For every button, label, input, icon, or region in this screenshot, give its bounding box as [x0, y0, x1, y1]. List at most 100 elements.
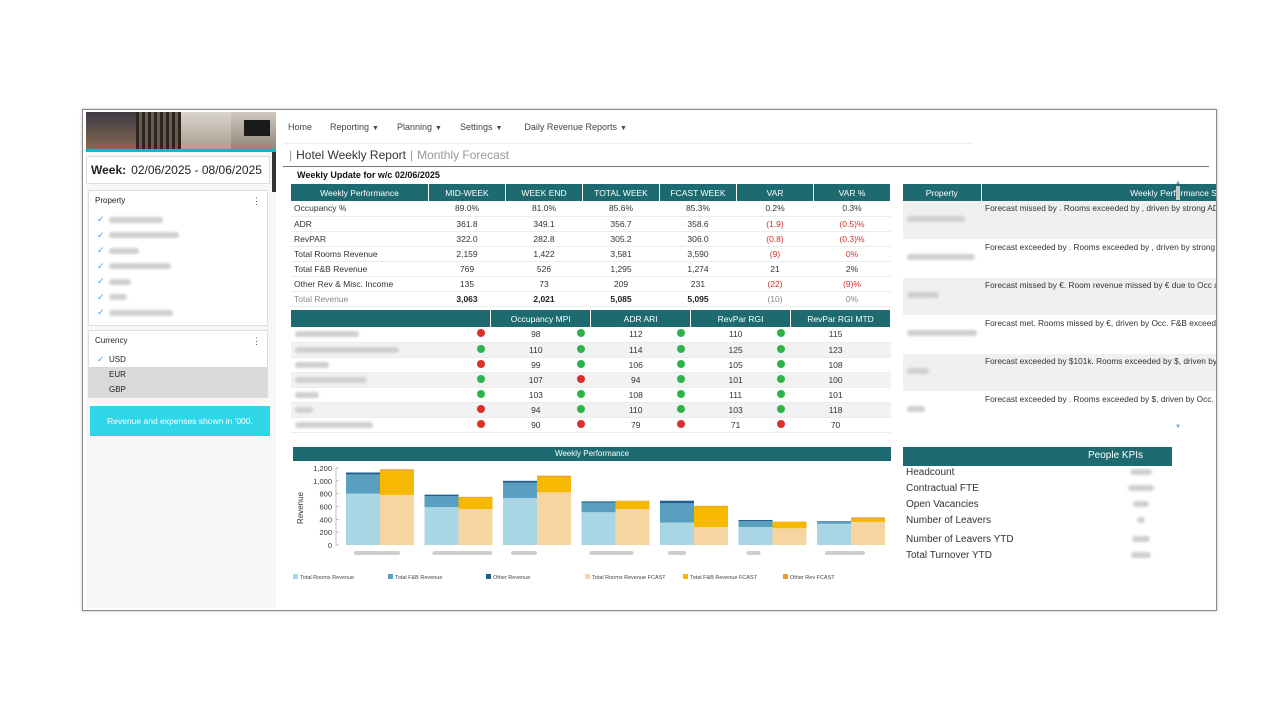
property-name-redacted: [291, 372, 491, 388]
people-kpi-row: Number of Leavers: [906, 515, 1171, 526]
table-cell: 0.3%: [813, 201, 891, 217]
bar-actual-rooms: [660, 522, 694, 545]
legend-swatch: [783, 574, 788, 579]
bar-actual-rooms: [738, 527, 773, 545]
status-dot-icon: [476, 389, 485, 398]
status-dot-icon: [776, 359, 785, 368]
bar-forecast-other: [537, 475, 571, 477]
dashboard-window: Week: 02/06/2025 - 08/06/2025 Property ⋮ ✓…: [82, 109, 1217, 611]
summary-text: Forecast exceeded by $101k. Rooms exceed…: [981, 353, 1216, 392]
week-range: 02/06/2025 - 08/06/2025: [131, 163, 262, 177]
property-name-redacted: [903, 239, 981, 278]
status-dot-icon: [776, 344, 785, 353]
column-header: Weekly Performance Summary: [981, 184, 1216, 201]
nav-settings[interactable]: Settings ▼: [459, 122, 503, 132]
caret-down-icon: ▼: [619, 125, 627, 132]
bar-actual-rooms: [817, 523, 851, 545]
column-header: [291, 310, 492, 327]
index-cell: 94: [576, 372, 691, 388]
nav-daily-revenue-reports[interactable]: Daily Revenue Reports ▼: [524, 122, 627, 132]
status-dot-icon: [676, 419, 685, 428]
summary-text: Forecast missed by €. Room revenue misse…: [981, 277, 1216, 316]
table-row: RevPAR 322.0 282.8 305.2 306.0 (0.8) (0.3)%: [291, 231, 891, 247]
table-cell: 209: [582, 276, 660, 292]
tab-hotel-weekly-report[interactable]: Hotel Weekly Report: [296, 148, 406, 162]
property-option[interactable]: ✓: [89, 290, 267, 306]
property-option[interactable]: ✓: [89, 228, 267, 244]
property-option[interactable]: ✓: [89, 243, 267, 259]
check-icon: ✓: [97, 307, 105, 318]
week-selector[interactable]: Week: 02/06/2025 - 08/06/2025: [86, 156, 270, 184]
nav-reporting[interactable]: Reporting ▼: [330, 122, 379, 132]
y-tick-label: 0: [328, 541, 332, 550]
check-icon: ✓: [97, 354, 105, 364]
property-option[interactable]: ✓: [89, 259, 267, 275]
property-name-redacted: [903, 201, 981, 240]
table-row: 107 94 101 100: [291, 372, 891, 388]
y-tick-label: 600: [319, 503, 332, 512]
legend-label: Total Rooms Revenue FCAST: [592, 575, 666, 581]
table-cell: 21: [736, 261, 814, 277]
legend-swatch: [585, 574, 590, 579]
column-header: Property: [903, 184, 982, 201]
legend-label: Total F&B Revenue: [395, 575, 442, 581]
y-tick-label: 1,000: [313, 477, 332, 486]
property-name-redacted: [903, 391, 981, 430]
nav-planning[interactable]: Planning ▼: [396, 122, 442, 132]
property-option[interactable]: ✓: [89, 274, 267, 290]
column-header: RevPar RGI MTD: [790, 310, 891, 327]
index-cell: 71: [676, 417, 791, 433]
nav-home[interactable]: Home: [288, 122, 313, 132]
legend-label: Total Rooms Revenue: [300, 575, 354, 581]
bar-forecast-fb: [537, 476, 571, 493]
index-cell: 111: [676, 387, 791, 403]
tab-monthly-forecast[interactable]: Monthly Forecast: [417, 148, 510, 162]
more-options-icon[interactable]: ⋮: [252, 336, 261, 346]
index-cell: 90: [476, 417, 591, 433]
table-cell: 1,274: [659, 261, 737, 277]
index-cell: 112: [576, 327, 691, 343]
property-name-redacted: [291, 357, 491, 373]
summary-text: Forecast met. Rooms missed by €, driven …: [981, 315, 1216, 354]
weekly-performance-chart: Revenue 1,200 1,000 800 600 400 200 0 Total Room…: [293, 464, 885, 581]
people-kpi-row: Headcount: [906, 467, 1171, 478]
index-cell: 110: [576, 402, 691, 418]
x-category-label-redacted: [746, 551, 761, 555]
property-option[interactable]: ✓: [89, 305, 267, 321]
people-kpis-title: People KPIs: [1088, 450, 1144, 461]
currency-option-usd[interactable]: ✓ USD: [97, 354, 126, 364]
more-options-icon[interactable]: ⋮: [252, 196, 261, 206]
table-cell: 1,422: [505, 246, 583, 262]
y-tick-label: 1,200: [313, 464, 332, 473]
status-dot-icon: [776, 404, 785, 413]
index-cell: 101: [776, 387, 891, 403]
bar-actual-rooms: [346, 493, 380, 545]
check-icon: ✓: [97, 276, 105, 287]
check-icon: ✓: [97, 291, 105, 302]
bar-forecast-rooms: [851, 521, 885, 545]
table-row: Forecast exceeded by . Rooms exceeded by…: [903, 391, 1216, 430]
column-header: Weekly Performance: [291, 184, 429, 201]
scroll-down-icon: ▼: [1175, 424, 1181, 430]
property-name-redacted: [291, 402, 491, 418]
table-cell: 3,063: [428, 291, 506, 307]
property-name-redacted: [291, 327, 491, 343]
check-icon: ✓: [97, 245, 105, 256]
status-dot-icon: [676, 389, 685, 398]
bar-forecast-rooms: [380, 494, 414, 545]
table-cell: (9)%: [813, 276, 891, 292]
status-dot-icon: [776, 374, 785, 383]
index-cell: 118: [776, 402, 891, 418]
table-cell: 73: [505, 276, 583, 292]
currency-option-gbp[interactable]: GBP: [89, 382, 267, 397]
week-label: Week:: [91, 163, 127, 177]
table-row: 98 112 110 115: [291, 327, 891, 343]
property-option[interactable]: ✓: [89, 212, 267, 228]
status-dot-icon: [576, 374, 585, 383]
index-cell: 103: [676, 402, 791, 418]
bar-forecast-other: [694, 505, 728, 507]
bar-forecast-fb: [615, 501, 650, 510]
summary-scrollbar[interactable]: ▲ ▼: [1175, 180, 1181, 432]
currency-option-eur[interactable]: EUR: [89, 367, 267, 382]
table-cell: 85.6%: [582, 201, 660, 217]
